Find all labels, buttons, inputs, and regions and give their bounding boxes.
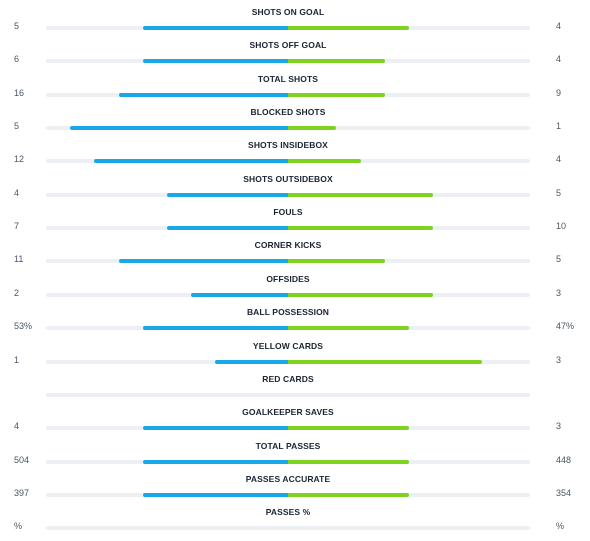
stat-row: TOTAL SHOTS 16 9 [0,72,590,105]
away-bar [288,426,409,431]
away-value: 4 [556,154,562,165]
away-value: 3 [556,421,562,432]
home-value: 5 [14,21,20,31]
stat-row: TOTAL PASSES 504 448 [0,439,590,472]
home-value: 16 [14,87,25,98]
stat-row: SHOTS ON GOAL 5 4 [0,5,590,38]
stat-label: SHOTS OUTSIDEBOX [243,173,333,184]
away-value: 1 [556,121,562,132]
stat-label: OFFSIDES [266,273,310,284]
away-bar [288,159,361,164]
stat-label: RED CARDS [262,373,314,384]
away-value: 3 [556,287,562,298]
stat-row: FOULS 7 10 [0,205,590,238]
stat-label: PASSES ACCURATE [245,473,331,484]
home-value: 4 [14,421,20,432]
stat-row: YELLOW CARDS 1 3 [0,339,590,372]
away-bar [288,292,434,297]
away-bar [288,92,385,97]
away-value: 4 [556,54,562,65]
stat-row: PASSES ACCURATE 397 354 [0,472,590,505]
away-bar [288,492,409,497]
home-bar [70,126,288,131]
away-bar [288,259,385,264]
away-bar [288,459,409,464]
away-value: 5 [556,254,562,265]
home-bar [191,292,288,297]
home-value: 6 [14,54,20,65]
away-value: 4 [556,21,562,31]
away-value: 3 [556,354,562,365]
home-bar [167,226,288,231]
stat-label: BALL POSSESSION [246,307,330,318]
stat-row: SHOTS OFF GOAL 6 4 [0,38,590,71]
away-bar [288,326,409,331]
home-value: 504 [14,454,30,465]
home-bar [142,426,288,431]
stat-row: CORNER KICKS 11 5 [0,238,590,271]
home-value: 4 [14,187,20,198]
away-value: 47% [556,321,575,332]
stat-label: GOALKEEPER SAVES [242,407,334,418]
stat-row: RED CARDS [0,372,590,405]
home-bar [142,459,288,464]
away-bar [288,59,385,64]
home-bar [167,192,288,197]
stat-row: BLOCKED SHOTS 5 1 [0,105,590,138]
stat-label: FOULS [273,207,303,218]
home-value: % [14,521,23,532]
home-bar [142,326,288,331]
home-value: 12 [14,154,25,165]
stat-row: SHOTS INSIDEBOX 12 4 [0,138,590,171]
away-value: 354 [556,487,572,498]
home-value: 53% [14,321,33,332]
stat-track [46,392,530,397]
away-value: 10 [556,221,567,232]
stat-label: TOTAL PASSES [255,440,321,451]
away-value: 5 [556,187,562,198]
away-bar [288,226,434,231]
home-bar [142,492,288,497]
home-value: 2 [14,287,20,298]
home-bar [142,59,288,64]
stat-label: BLOCKED SHOTS [250,107,326,118]
home-bar [118,259,288,264]
stat-label: PASSES % [265,507,311,518]
home-value: 11 [14,254,24,265]
home-value: 397 [14,487,30,498]
stat-row: OFFSIDES 2 3 [0,272,590,305]
home-bar [142,26,288,30]
stat-label: YELLOW CARDS [252,340,324,351]
away-value: % [556,521,565,532]
home-value: 5 [14,121,20,132]
stat-label: CORNER KICKS [254,240,322,251]
stat-row: GOALKEEPER SAVES 4 3 [0,405,590,438]
stat-track [46,526,530,531]
stat-row: SHOTS OUTSIDEBOX 4 5 [0,172,590,205]
home-value: 7 [14,221,20,232]
home-bar [215,359,288,364]
stat-label: SHOTS ON GOAL [251,7,325,17]
stat-row: PASSES %%% [0,505,590,538]
away-bar [288,192,434,197]
stat-label: SHOTS OFF GOAL [249,40,327,51]
stat-label: SHOTS INSIDEBOX [248,140,328,151]
stat-row: BALL POSSESSION 53% 47% [0,305,590,338]
away-value: 448 [556,454,572,465]
stat-label: TOTAL SHOTS [257,73,319,84]
home-value: 1 [14,354,20,365]
away-bar [288,359,482,364]
home-bar [118,92,288,97]
away-value: 9 [556,87,562,98]
away-bar [288,126,337,131]
away-bar [288,26,409,30]
home-bar [94,159,288,164]
